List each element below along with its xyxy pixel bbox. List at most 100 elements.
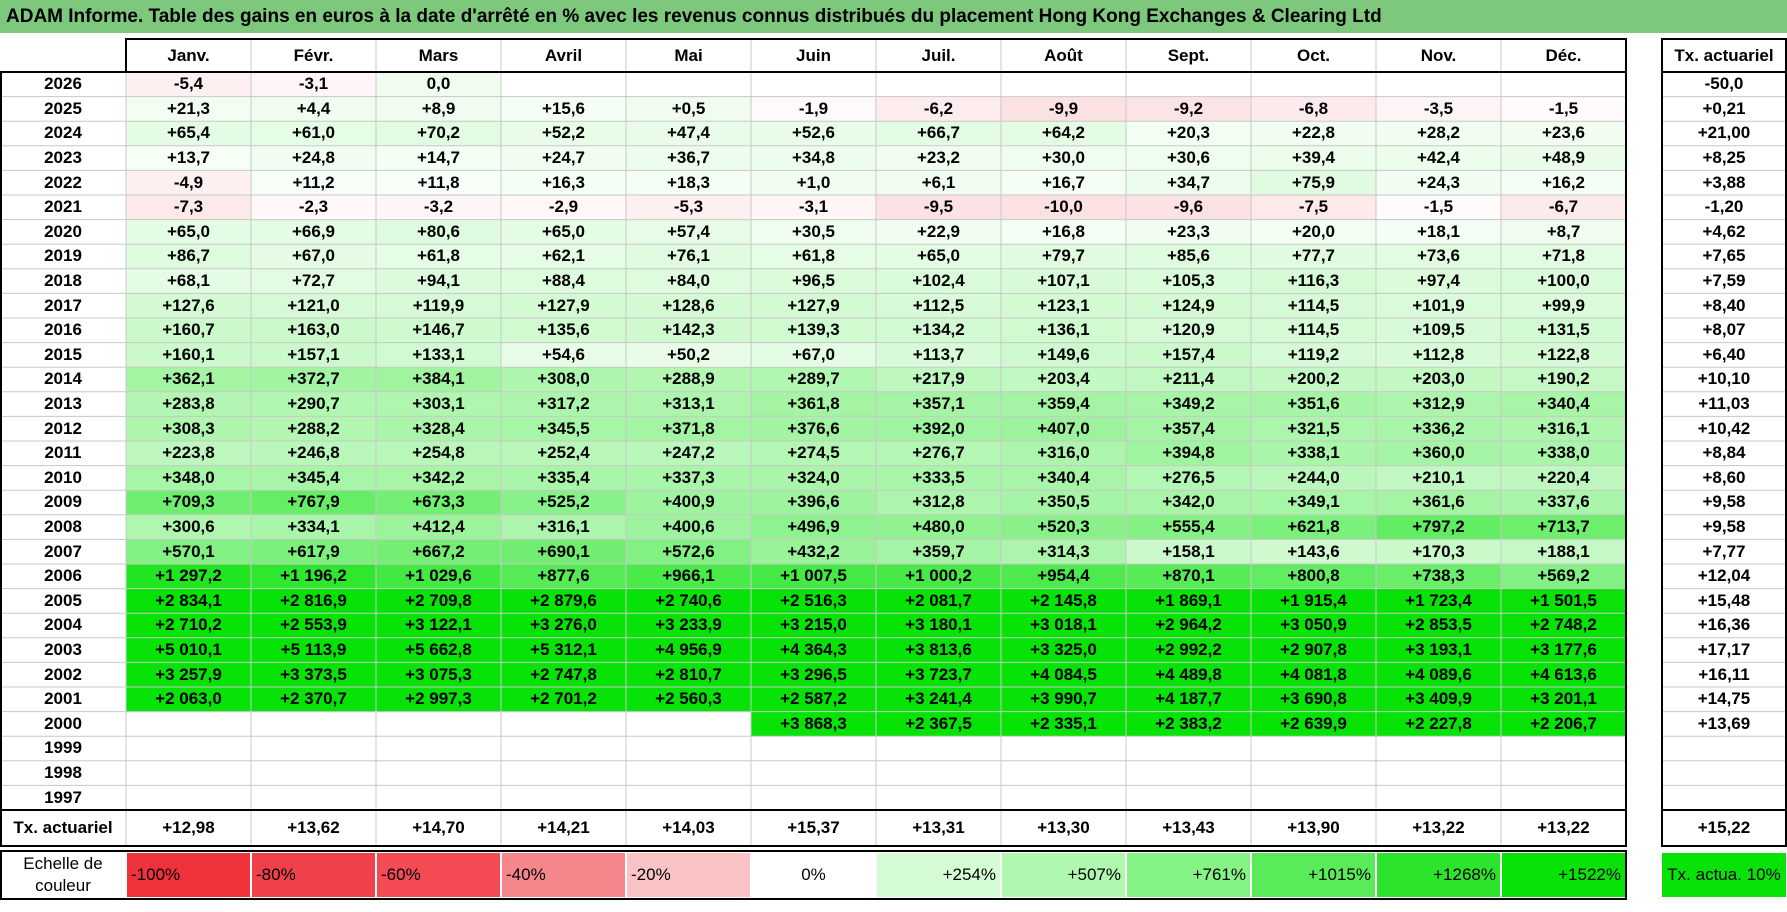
- gain-cell-2022-3: +11,8: [376, 170, 501, 195]
- gain-cell-2014-6: +289,7: [751, 367, 876, 392]
- gain-cell-2015-7: +113,7: [876, 342, 1001, 368]
- gain-cell-2000-8: +2 335,1: [1001, 711, 1126, 737]
- gain-cell-2008-12: +713,7: [1501, 514, 1626, 540]
- gain-cell-2017-7: +112,5: [876, 293, 1001, 318]
- gain-cell-1999-5: [626, 736, 751, 761]
- gain-cell-2024-3: +70,2: [376, 121, 501, 146]
- gain-cell-2019-7: +65,0: [876, 244, 1001, 269]
- gain-cell-2021-1: -7,3: [126, 195, 251, 220]
- year-label-2018: 2018: [44, 271, 82, 291]
- gain-cell-2024-10: +22,8: [1251, 121, 1376, 146]
- gain-cell-2007-2: +617,9: [251, 539, 376, 564]
- gain-cell-2022-9: +34,7: [1126, 170, 1251, 195]
- gain-cell-2010-3: +342,2: [376, 465, 501, 491]
- gain-cell-1998-4: [501, 760, 626, 786]
- gain-cell-2026-12: [1501, 72, 1626, 97]
- year-label-2010: 2010: [44, 467, 82, 487]
- color-scale-step-7: +254%: [877, 853, 1000, 897]
- gain-cell-1999-3: [376, 736, 501, 761]
- gain-cell-2026-3: 0,0: [376, 72, 501, 97]
- year-label-2005: 2005: [44, 590, 82, 610]
- gain-cell-1999-6: [751, 736, 876, 761]
- gain-cell-2017-4: +127,9: [501, 293, 626, 318]
- gain-cell-2015-12: +122,8: [1501, 342, 1626, 368]
- month-header-12: Déc.: [1545, 45, 1582, 65]
- gain-cell-2002-10: +4 081,8: [1251, 662, 1376, 687]
- gain-cell-2005-8: +2 145,8: [1001, 588, 1126, 614]
- gain-cell-2023-3: +14,7: [376, 145, 501, 171]
- rate-cell-2012: +10,42: [1697, 418, 1751, 438]
- gain-cell-2001-8: +3 990,7: [1001, 687, 1126, 712]
- gain-cell-2021-12: -6,7: [1501, 195, 1626, 220]
- gain-cell-2007-10: +143,6: [1251, 539, 1376, 564]
- gain-cell-2014-8: +203,4: [1001, 367, 1126, 392]
- year-label-2024: 2024: [44, 123, 82, 143]
- gain-cell-2020-1: +65,0: [126, 219, 251, 245]
- totals-cell-8: +13,30: [1037, 818, 1090, 837]
- gain-cell-2026-11: [1376, 72, 1501, 97]
- totals-cell-12: +13,22: [1537, 818, 1590, 837]
- year-label-2002: 2002: [44, 664, 82, 684]
- gain-cell-2025-11: -3,5: [1376, 96, 1501, 122]
- gain-cell-2005-10: +1 915,4: [1251, 588, 1376, 614]
- gain-cell-2012-12: +316,1: [1501, 416, 1626, 441]
- gain-cell-2017-6: +127,9: [751, 293, 876, 318]
- gain-cell-2006-10: +800,8: [1251, 564, 1376, 589]
- gain-cell-2017-10: +114,5: [1251, 293, 1376, 318]
- gain-cell-2018-4: +88,4: [501, 268, 626, 294]
- year-label-2017: 2017: [44, 295, 82, 315]
- gain-cell-2006-7: +1 000,2: [876, 564, 1001, 589]
- month-header-2: Févr.: [293, 45, 334, 65]
- gain-cell-2007-7: +359,7: [876, 539, 1001, 564]
- gain-cell-2017-2: +121,0: [251, 293, 376, 318]
- gain-cell-2000-9: +2 383,2: [1126, 711, 1251, 737]
- gain-cell-2002-1: +3 257,9: [126, 662, 251, 687]
- gain-cell-2009-7: +312,8: [876, 490, 1001, 515]
- gain-cell-2013-3: +303,1: [376, 391, 501, 417]
- month-header-8: Août: [1044, 45, 1083, 65]
- gain-cell-2003-11: +3 193,1: [1376, 637, 1501, 663]
- gain-cell-2015-3: +133,1: [376, 342, 501, 368]
- gain-cell-2017-1: +127,6: [126, 293, 251, 318]
- gain-cell-1998-8: [1001, 760, 1126, 786]
- totals-cell-7: +13,31: [912, 818, 965, 837]
- gain-cell-2011-2: +246,8: [251, 441, 376, 466]
- gain-cell-1997-9: [1126, 785, 1251, 810]
- gain-cell-2006-1: +1 297,2: [126, 564, 251, 589]
- gain-cell-2014-10: +200,2: [1251, 367, 1376, 392]
- gain-cell-2021-11: -1,5: [1376, 195, 1501, 220]
- gain-cell-2009-4: +525,2: [501, 490, 626, 515]
- gain-cell-2007-4: +690,1: [501, 539, 626, 564]
- rate-cell-2010: +8,60: [1702, 467, 1746, 487]
- rate-cell-2023: +8,25: [1702, 148, 1746, 168]
- gain-cell-2013-6: +361,8: [751, 391, 876, 417]
- gain-cell-2026-2: -3,1: [251, 72, 376, 97]
- gain-cell-2010-4: +335,4: [501, 465, 626, 491]
- gain-cell-2000-10: +2 639,9: [1251, 711, 1376, 737]
- gain-cell-2009-10: +349,1: [1251, 490, 1376, 515]
- gain-cell-2019-11: +73,6: [1376, 244, 1501, 269]
- gain-cell-2000-12: +2 206,7: [1501, 711, 1626, 737]
- gain-cell-2019-4: +62,1: [501, 244, 626, 269]
- gain-cell-2012-2: +288,2: [251, 416, 376, 441]
- gain-cell-2011-11: +360,0: [1376, 441, 1501, 466]
- gain-cell-2001-10: +3 690,8: [1251, 687, 1376, 712]
- gain-cell-2018-12: +100,0: [1501, 268, 1626, 294]
- year-label-2015: 2015: [44, 344, 82, 364]
- gain-cell-2018-11: +97,4: [1376, 268, 1501, 294]
- gain-cell-2006-3: +1 029,6: [376, 564, 501, 589]
- gain-cell-2007-5: +572,6: [626, 539, 751, 564]
- month-header-9: Sept.: [1167, 45, 1210, 65]
- gain-cell-2015-6: +67,0: [751, 342, 876, 368]
- gain-cell-2005-11: +1 723,4: [1376, 588, 1501, 614]
- year-label-1997: 1997: [44, 787, 82, 807]
- gain-cell-2007-1: +570,1: [126, 539, 251, 564]
- gain-cell-2009-3: +673,3: [376, 490, 501, 515]
- gain-cell-2002-11: +4 089,6: [1376, 662, 1501, 687]
- gain-cell-2015-8: +149,6: [1001, 342, 1126, 368]
- rate-cell-2024: +21,00: [1697, 123, 1751, 143]
- rate-cell-2001: +14,75: [1697, 689, 1751, 709]
- gain-cell-2007-9: +158,1: [1126, 539, 1251, 564]
- gain-cell-2020-11: +18,1: [1376, 219, 1501, 245]
- gain-cell-2010-9: +276,5: [1126, 465, 1251, 491]
